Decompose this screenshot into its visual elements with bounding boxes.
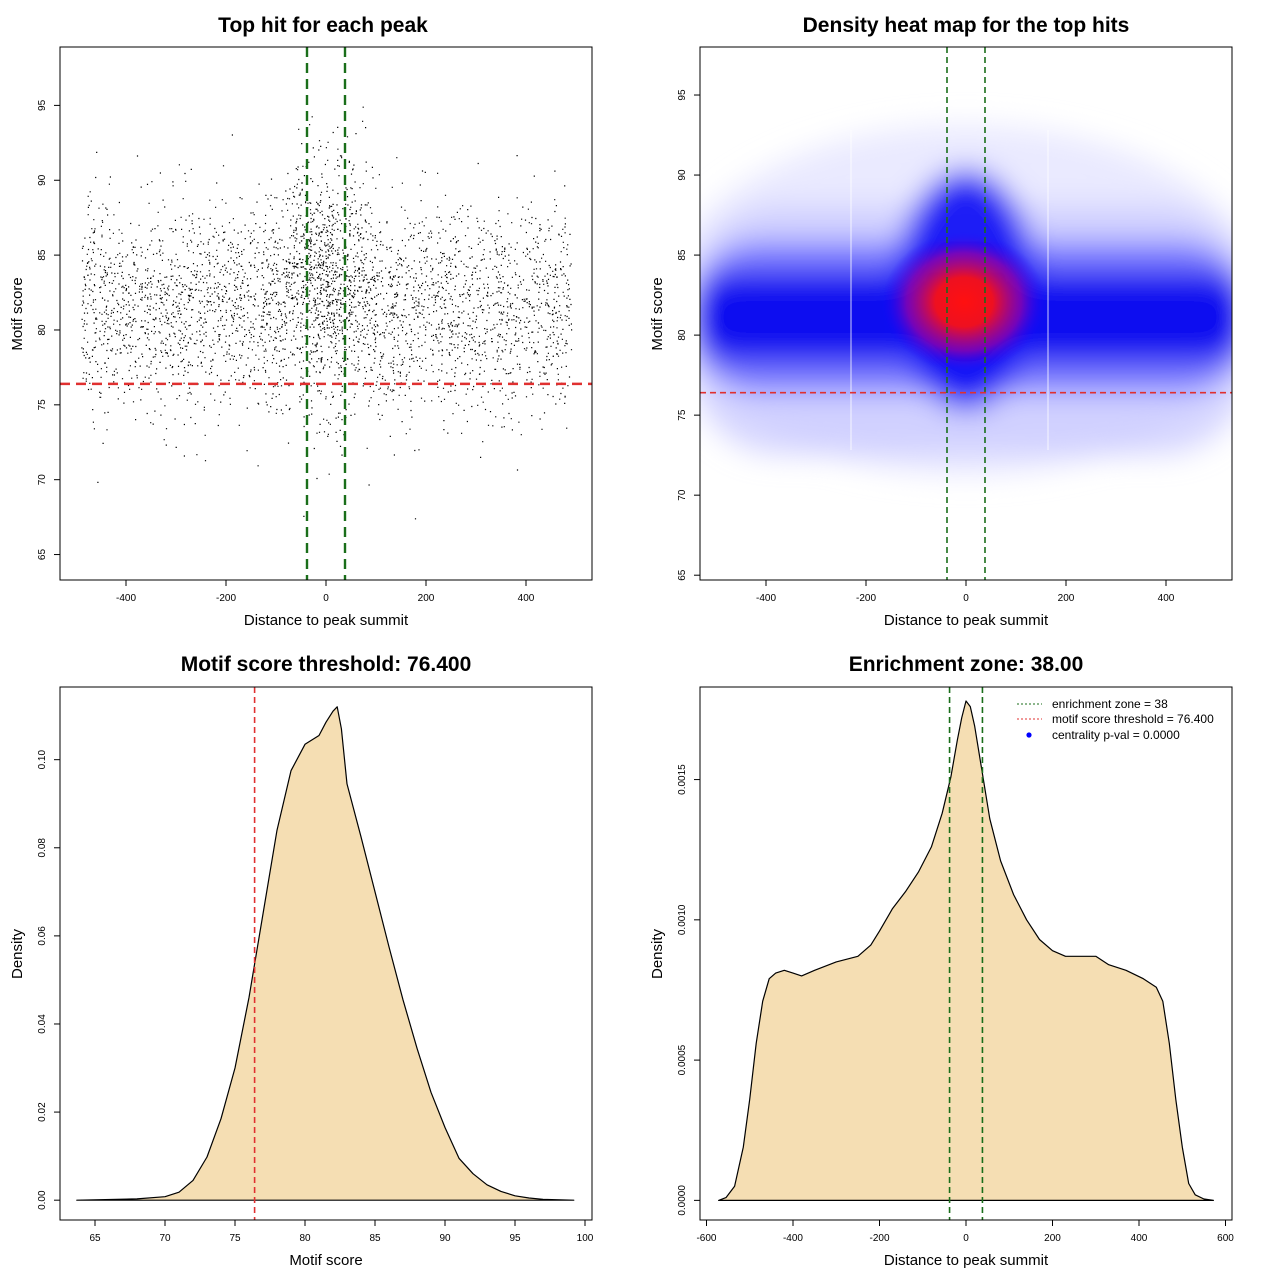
heatmap-surface	[700, 125, 1232, 475]
scatter-point-cloud	[81, 106, 573, 580]
x-tick-label: 65	[89, 1233, 101, 1244]
y-tick-label: 65	[677, 569, 688, 581]
y-tick-label: 0.00	[37, 1190, 48, 1210]
chart-title: Top hit for each peak	[218, 14, 428, 37]
legend-marker	[1026, 732, 1032, 738]
y-axis-label: Motif score	[9, 277, 26, 350]
x-tick-label: 0	[323, 593, 329, 604]
y-tick-label: 75	[37, 399, 48, 411]
y-tick-label: 80	[37, 324, 48, 336]
chart-title: Motif score threshold: 76.400	[181, 653, 472, 676]
x-tick-label: 200	[418, 593, 435, 604]
y-tick-label: 0.0010	[677, 904, 688, 935]
axes: -600 -400 -200 0 200 400 600 0.0000 0.0005 0.0010…	[677, 764, 1234, 1244]
y-tick-label: 90	[677, 169, 688, 181]
x-tick-label: 80	[299, 1233, 311, 1244]
chart-title: Enrichment zone: 38.00	[849, 653, 1084, 676]
x-axis-label: Distance to peak summit	[884, 612, 1049, 629]
x-tick-label: -400	[756, 593, 776, 604]
y-tick-label: 0.08	[37, 838, 48, 858]
distance-density-panel: Enrichment zone: 38.00 -600 -400 -200 0 200 4…	[649, 653, 1234, 1269]
y-tick-label: 0.0005	[677, 1044, 688, 1075]
y-tick-label: 75	[677, 409, 688, 421]
score-density-panel: Motif score threshold: 76.400 65 70 75 80 85…	[9, 653, 594, 1269]
plot-frame	[59, 686, 593, 1221]
scatter-panel: Top hit for each peak -400 -200 0 200 400 65 7…	[9, 14, 593, 629]
x-tick-label: -200	[856, 593, 876, 604]
axes: 65 70 75 80 85 90 95 100 0.00 0.02 0.04 0.06 0.08 0.1…	[37, 750, 594, 1244]
x-tick-label: 0	[963, 1233, 969, 1244]
x-tick-label: 400	[518, 593, 535, 604]
x-tick-label: 95	[509, 1233, 521, 1244]
reference-lines	[700, 47, 1232, 580]
axes: -400 -200 0 200 400 65 70 75 80 85 90 95	[37, 99, 535, 604]
x-axis-label: Distance to peak summit	[244, 612, 409, 629]
y-tick-label: 95	[37, 99, 48, 111]
x-tick-label: -600	[696, 1233, 716, 1244]
x-tick-label: 90	[439, 1233, 451, 1244]
legend-entry: centrality p-val = 0.0000	[1026, 728, 1180, 742]
plot-frame	[59, 46, 593, 581]
legend-entry: enrichment zone = 38	[1017, 697, 1168, 711]
y-tick-label: 90	[37, 174, 48, 186]
x-tick-label: 100	[577, 1233, 594, 1244]
y-tick-label: 0.06	[37, 926, 48, 946]
y-tick-label: 0.0015	[677, 764, 688, 795]
x-tick-label: -400	[783, 1233, 803, 1244]
x-tick-label: 200	[1044, 1233, 1061, 1244]
x-tick-label: 400	[1158, 593, 1175, 604]
x-axis-label: Motif score	[289, 1252, 362, 1269]
legend-entry: motif score threshold = 76.400	[1017, 712, 1214, 726]
scatter-points	[81, 106, 573, 580]
y-axis-label: Density	[649, 928, 666, 979]
y-tick-label: 80	[677, 329, 688, 341]
reference-lines	[60, 47, 592, 580]
y-tick-label: 0.02	[37, 1102, 48, 1122]
x-tick-label: -200	[869, 1233, 889, 1244]
heat-hotspot	[882, 232, 1046, 372]
x-tick-label: 85	[369, 1233, 381, 1244]
y-tick-label: 95	[677, 89, 688, 101]
y-tick-label: 85	[37, 249, 48, 261]
axes: -400 -200 0 200 400 65 70 75 80 85 90 95	[677, 89, 1175, 604]
y-tick-label: 0.0000	[677, 1185, 688, 1216]
y-tick-label: 70	[37, 474, 48, 486]
x-tick-label: 600	[1217, 1233, 1234, 1244]
y-tick-label: 0.10	[37, 750, 48, 770]
y-tick-label: 70	[677, 489, 688, 501]
y-tick-label: 85	[677, 249, 688, 261]
chart-title: Density heat map for the top hits	[803, 14, 1130, 37]
y-axis-label: Motif score	[649, 277, 666, 350]
y-tick-label: 0.04	[37, 1014, 48, 1034]
x-tick-label: -200	[216, 593, 236, 604]
y-tick-label: 65	[37, 549, 48, 561]
x-tick-label: -400	[116, 593, 136, 604]
legend-label: motif score threshold = 76.400	[1052, 712, 1214, 726]
density-area	[76, 706, 575, 1201]
x-tick-label: 0	[963, 593, 969, 604]
density-area	[718, 700, 1214, 1201]
x-tick-label: 200	[1058, 593, 1075, 604]
heatmap-panel: Density heat map for the top hits -400 -2…	[649, 14, 1233, 629]
x-tick-label: 70	[159, 1233, 171, 1244]
y-axis-label: Density	[9, 928, 26, 979]
legend: enrichment zone = 38 motif score thresho…	[1017, 697, 1214, 742]
x-tick-label: 75	[229, 1233, 241, 1244]
reference-lines	[948, 687, 984, 1220]
legend-label: enrichment zone = 38	[1052, 697, 1168, 711]
x-axis-label: Distance to peak summit	[884, 1252, 1049, 1269]
x-tick-label: 400	[1131, 1233, 1148, 1244]
legend-label: centrality p-val = 0.0000	[1052, 728, 1180, 742]
